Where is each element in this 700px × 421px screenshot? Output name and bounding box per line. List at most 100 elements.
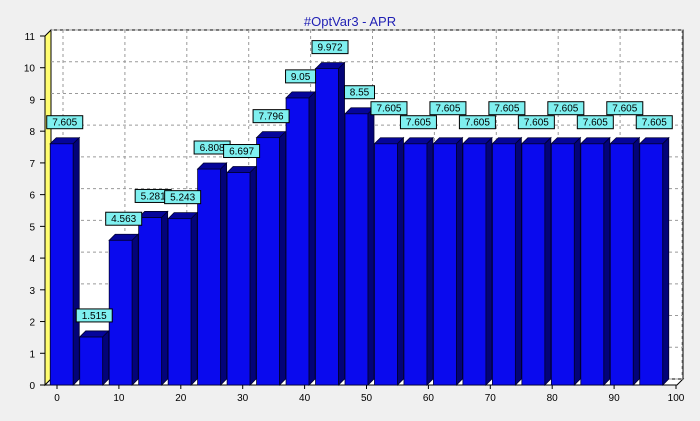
- chart-title: #OptVar3 - APR: [304, 14, 396, 29]
- data-label: 7.605: [46, 115, 84, 130]
- data-label-text: 7.605: [52, 118, 77, 129]
- bar: [226, 172, 251, 386]
- y-tick-label: 3: [29, 286, 35, 297]
- data-label-box: [399, 115, 437, 130]
- data-label: 7.605: [429, 101, 467, 116]
- data-label: 5.243: [164, 190, 202, 205]
- data-label-text: 5.281: [141, 191, 166, 202]
- bar: [462, 143, 487, 386]
- x-tick-label: 10: [113, 393, 125, 404]
- data-label-text: 9.05: [291, 72, 311, 83]
- bar-side: [485, 136, 493, 386]
- data-label-box: [576, 115, 614, 130]
- bar: [550, 143, 575, 386]
- bar-side: [662, 136, 670, 386]
- bar-side: [308, 90, 316, 386]
- data-label-text: 6.697: [229, 147, 254, 158]
- data-label-text: 9.972: [318, 43, 343, 54]
- bar: [79, 336, 104, 386]
- x-tick-label: 90: [609, 393, 621, 404]
- y-tick-label: 10: [24, 64, 36, 75]
- data-label-box: [285, 69, 317, 84]
- bar: [403, 143, 428, 386]
- x-tick-label: 0: [54, 393, 60, 404]
- bar: [521, 143, 546, 386]
- data-label-box: [105, 211, 143, 226]
- y-tick-label: 1: [29, 349, 35, 360]
- x-tick-label: 40: [299, 393, 311, 404]
- bar-side: [426, 136, 434, 386]
- bar-side: [367, 106, 375, 386]
- x-tick-label: 50: [361, 393, 373, 404]
- bar-side: [161, 210, 169, 386]
- data-label-text: 8.55: [350, 88, 370, 99]
- data-label-box: [46, 115, 84, 130]
- y-tick-label: 11: [25, 32, 36, 43]
- data-label-box: [311, 40, 349, 55]
- data-label-box: [370, 101, 408, 116]
- data-label-text: 7.605: [494, 104, 519, 115]
- bar-side: [573, 136, 581, 386]
- x-tick-label: 80: [547, 393, 559, 404]
- bar-side: [102, 329, 110, 386]
- data-label-text: 7.605: [583, 118, 608, 129]
- bar: [256, 137, 280, 386]
- bar-side: [190, 211, 198, 386]
- y-tick-label: 8: [29, 127, 35, 138]
- data-label: 4.563: [105, 211, 143, 226]
- x-tick-label: 60: [423, 393, 435, 404]
- data-label-box: [252, 109, 290, 124]
- data-label-box: [517, 115, 555, 130]
- data-label-box: [429, 101, 467, 116]
- data-label: 7.605: [517, 115, 555, 130]
- data-label-text: 7.605: [465, 118, 490, 129]
- bar-side: [456, 136, 463, 386]
- bar-side: [72, 136, 80, 386]
- data-label-text: 6.808: [200, 143, 225, 154]
- data-label-box: [488, 101, 526, 116]
- data-label: 1.515: [75, 308, 113, 323]
- data-label: 8.55: [344, 85, 375, 100]
- axis-ticks: 0 1 2 3 4 5 6 7 8 9 10 11 0 10 20 30 40 50 60 70 80 90 100: [24, 32, 685, 404]
- bar-side: [220, 162, 228, 386]
- data-label-text: 7.605: [642, 118, 667, 129]
- bar-side: [632, 136, 640, 386]
- y-tick-label: 6: [29, 191, 35, 202]
- x-tick-label: 70: [485, 393, 497, 404]
- data-label-text: 7.605: [376, 104, 401, 115]
- data-label: 7.605: [370, 101, 408, 116]
- data-label-text: 4.563: [111, 214, 136, 225]
- y-tick-label: 7: [29, 159, 35, 170]
- bar: [609, 143, 634, 386]
- data-label-text: 7.605: [406, 118, 431, 129]
- data-label-text: 7.605: [553, 104, 578, 115]
- bar: [285, 97, 310, 386]
- data-label: 7.605: [606, 101, 644, 116]
- bars: [49, 61, 670, 386]
- data-label-text: 7.605: [612, 104, 637, 115]
- data-label: 7.605: [458, 115, 496, 130]
- bar: [315, 68, 339, 386]
- x-tick-label: 100: [668, 393, 685, 404]
- bar: [491, 143, 516, 386]
- y-tick-label: 5: [29, 222, 35, 233]
- data-label-box: [547, 101, 585, 116]
- data-label-box: [458, 115, 496, 130]
- y-tick-label: 0: [29, 381, 35, 392]
- data-label: 6.697: [223, 144, 261, 159]
- data-label: 7.796: [252, 109, 290, 124]
- data-label-box: [75, 308, 113, 323]
- bar: [49, 143, 74, 386]
- bar-side: [279, 130, 286, 386]
- data-label-box: [635, 115, 673, 130]
- x-tick-label: 30: [237, 393, 249, 404]
- y-tick-label: 9: [29, 95, 35, 106]
- bar-side: [603, 136, 611, 386]
- bar: [374, 143, 398, 386]
- data-label-text: 1.515: [82, 311, 107, 322]
- bar-side: [131, 233, 139, 386]
- bar-side: [338, 61, 345, 386]
- bar: [580, 143, 605, 386]
